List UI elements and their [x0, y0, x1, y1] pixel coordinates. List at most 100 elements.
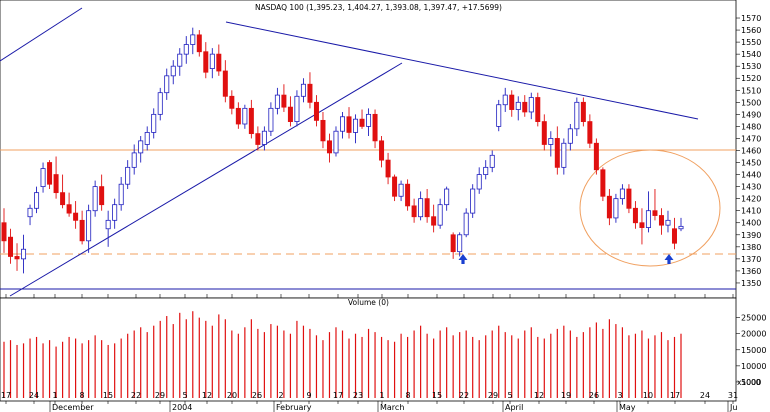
candle: [294, 90, 300, 127]
highlight-ellipse: [579, 149, 721, 267]
candle: [353, 114, 359, 144]
date-axis: 17 24 1 8 15 22 29 5 12 20 26 2 9 17 23 1 8 15 22 29 5 12 19 26…: [1, 294, 738, 412]
candle: [274, 87, 280, 115]
price-tick-label: 1500: [741, 98, 761, 107]
date-tick-label: 31: [728, 391, 738, 400]
price-tick-label: 1490: [741, 110, 761, 119]
volume-label: Volume (0): [348, 298, 389, 307]
volume-tick-label: 10000: [741, 362, 766, 371]
candle: [261, 126, 267, 151]
candle: [170, 60, 176, 85]
date-tick-label: 24: [700, 391, 710, 400]
candle: [600, 167, 606, 202]
date-tick-label: 19: [561, 391, 571, 400]
price-tick-label: 1560: [741, 26, 761, 35]
candle: [190, 27, 196, 55]
month-label: March: [380, 403, 404, 412]
candle: [1, 208, 7, 253]
candle: [138, 136, 144, 163]
candle: [665, 210, 671, 233]
candle: [645, 191, 651, 233]
candle: [535, 92, 541, 127]
candle: [574, 97, 580, 137]
candle: [300, 78, 306, 103]
candle: [606, 189, 612, 226]
price-tick-label: 1390: [741, 231, 761, 240]
candle: [21, 234, 27, 274]
date-tick-label: 5: [182, 391, 187, 400]
price-tick-label: 1460: [741, 146, 761, 155]
price-tick-label: 1570: [741, 14, 761, 23]
date-tick-label: 17: [333, 391, 343, 400]
candle: [183, 36, 189, 64]
price-tick-label: 1550: [741, 38, 761, 47]
price-axis: 1570 1560 1550 1540 1530 1520 1510 1500 1490 1480…: [736, 14, 761, 288]
candle: [652, 189, 658, 221]
chart-title: NASDAQ 100 (1,395.23, 1,404.27, 1,393.08…: [255, 3, 502, 12]
candle: [515, 96, 521, 121]
price-tick-label: 1450: [741, 159, 761, 168]
candle: [619, 184, 625, 205]
candle: [242, 104, 248, 129]
date-tick-label: 17: [670, 391, 680, 400]
price-tick-label: 1430: [741, 183, 761, 192]
date-tick-label: 1: [52, 391, 57, 400]
candle: [626, 184, 632, 214]
candle: [27, 204, 33, 226]
date-tick-label: 12: [202, 391, 212, 400]
trendlines: [0, 7, 736, 297]
candle: [313, 95, 319, 127]
date-tick-label: 20: [227, 391, 237, 400]
upper-channel-line: [0, 7, 83, 62]
candle: [398, 180, 404, 202]
date-tick-label: 8: [405, 391, 410, 400]
candle: [209, 48, 215, 79]
price-tick-label: 1360: [741, 267, 761, 276]
price-tick-label: 1420: [741, 195, 761, 204]
date-tick-label: 29: [488, 391, 498, 400]
date-tick-label: 12: [534, 391, 544, 400]
candle: [287, 96, 293, 127]
candle: [671, 217, 677, 250]
candle: [47, 160, 53, 190]
candle: [424, 189, 430, 223]
candlesticks: [1, 27, 684, 274]
candle: [307, 72, 313, 109]
candle: [281, 84, 287, 112]
date-tick-label: 10: [643, 391, 653, 400]
date-tick-label: 24: [29, 391, 39, 400]
candle: [339, 111, 345, 139]
candle: [444, 186, 450, 211]
price-tick-label: 1520: [741, 74, 761, 83]
date-tick-label: 3: [617, 391, 622, 400]
candle: [268, 102, 274, 137]
candle: [40, 162, 46, 193]
candle: [255, 126, 261, 151]
candle: [177, 48, 183, 76]
candle: [470, 184, 476, 218]
candle: [392, 174, 398, 202]
candle: [496, 99, 502, 132]
candle: [587, 114, 593, 149]
date-tick-label: 29: [155, 391, 165, 400]
candle: [151, 108, 157, 139]
price-tick-label: 1480: [741, 122, 761, 131]
volume-bars: [3, 311, 682, 398]
volume-tick-label: 5000: [741, 378, 761, 387]
candle: [554, 126, 560, 175]
candle: [405, 179, 411, 211]
price-tick-label: 1540: [741, 50, 761, 59]
candle: [457, 232, 463, 257]
candle: [385, 152, 391, 185]
up-arrow-icon: [664, 254, 674, 264]
date-tick-label: 22: [459, 391, 469, 400]
candle: [326, 133, 332, 163]
candle: [580, 97, 586, 127]
candle: [99, 174, 105, 211]
volume-tick-label: 20000: [741, 330, 766, 339]
candle: [235, 102, 241, 129]
price-tick-label: 1530: [741, 62, 761, 71]
date-tick-label: 9: [306, 391, 311, 400]
candle: [8, 228, 14, 264]
candle: [14, 243, 20, 271]
